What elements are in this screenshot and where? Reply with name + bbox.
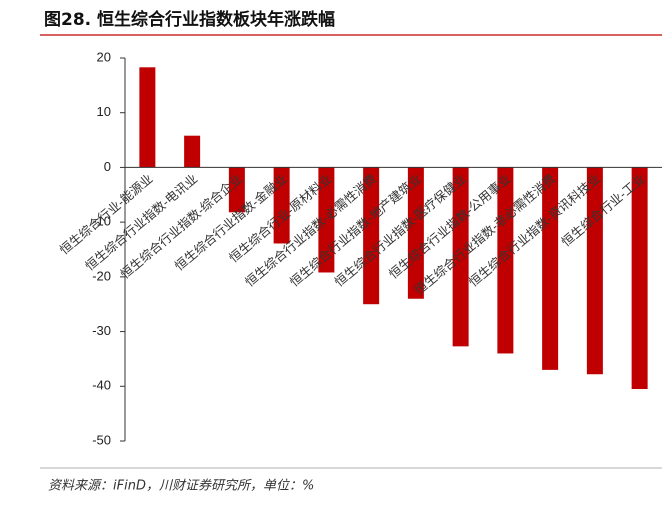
bar [497, 167, 514, 354]
y-tick-label: 20 [97, 49, 111, 64]
bar [452, 167, 469, 347]
y-tick-label: -50 [92, 432, 111, 447]
y-tick-label: -40 [92, 378, 111, 393]
bar [363, 167, 380, 305]
bar [586, 167, 603, 375]
y-tick-label: -10 [92, 214, 111, 229]
bar [273, 167, 290, 244]
bar [318, 167, 335, 273]
bar [184, 135, 201, 168]
bar [542, 167, 559, 370]
y-tick-label: -20 [92, 268, 111, 283]
y-tick-label: 0 [104, 159, 111, 174]
source: 资料来源：iFinD，川财证券研究所，单位：% [48, 478, 314, 494]
bar [139, 67, 156, 168]
y-tick-label: -30 [92, 323, 111, 338]
chart-title: 图28. 恒生综合行业指数板块年涨跌幅 [44, 9, 335, 30]
bar [228, 167, 245, 213]
bar [631, 167, 648, 390]
bar [407, 167, 424, 299]
y-tick-label: 10 [97, 104, 111, 119]
